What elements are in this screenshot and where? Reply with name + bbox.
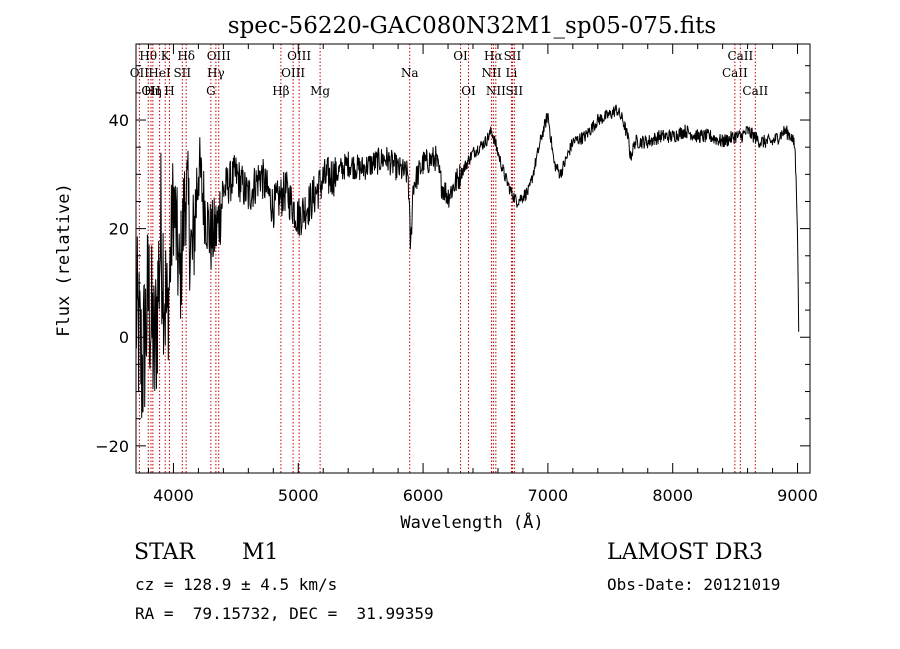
y-axis-label: Flux (relative)	[54, 183, 74, 337]
spectral-line-label-8: Hδ	[177, 49, 195, 63]
y-tick-label-2: 20	[109, 220, 129, 239]
x-tick-label-0: 4000	[153, 486, 194, 505]
spectral-line-label-9: G	[206, 84, 216, 98]
spectral-line-label-22: Li	[506, 66, 518, 80]
spectral-line-label-10: Hγ	[207, 66, 225, 80]
spectral-line-label-21: NII	[486, 84, 506, 98]
plot-area	[135, 104, 800, 418]
spectral-line-label-5: K	[161, 49, 171, 63]
spectral-line-label-16: Na	[401, 66, 419, 80]
x-tick-label-2: 6000	[403, 486, 444, 505]
spectral-line-label-25: CaII	[722, 66, 748, 80]
object-subclass: M1	[242, 540, 279, 565]
spectral-line-label-4: HeI	[148, 66, 171, 80]
coordinates: RA = 79.15732, DEC = 31.99359	[135, 604, 434, 623]
y-tick-label-1: 0	[119, 328, 129, 347]
y-tick-label-0: −20	[95, 437, 129, 456]
chart-title: spec-56220-GAC080N32M1_sp05-075.fits	[228, 13, 716, 39]
object-type: STAR	[134, 540, 195, 565]
spectral-line-label-24: SII	[505, 84, 523, 98]
x-tick-label-1: 5000	[278, 486, 319, 505]
spectral-line-label-17: OI	[453, 49, 468, 63]
spectral-line-label-19: NII	[481, 66, 501, 80]
x-tick-label-5: 9000	[777, 486, 818, 505]
redshift-text: cz = 128.9 ± 4.5 km/s	[135, 575, 338, 594]
x-tick-label-4: 8000	[652, 486, 693, 505]
axis-ticks: 4000 5000 6000 7000 8000 9000 −20 0 20 40	[95, 44, 818, 505]
spectral-line-label-26: CaII	[727, 49, 753, 63]
spectral-line-label-1: Hθ	[139, 49, 157, 63]
y-tick-label-3: 40	[109, 111, 129, 130]
spectral-line-label-13: OIII	[281, 66, 305, 80]
x-axis-label: Wavelength (Å)	[400, 511, 543, 533]
spectral-line-label-12: Hβ	[272, 84, 289, 98]
spectral-line-label-0: OII	[130, 66, 150, 80]
spectral-line-label-18: OI	[461, 84, 476, 98]
plot-frame	[135, 43, 811, 474]
series-spectrum	[135, 104, 800, 418]
spectral-line-label-2: OII	[141, 84, 161, 98]
x-tick-label-3: 7000	[528, 486, 569, 505]
spectral-line-label-20: Hα	[484, 49, 503, 63]
spectral-line-label-7: SII	[173, 66, 191, 80]
spectral-line-label-23: SII	[504, 49, 522, 63]
survey-name: LAMOST DR3	[607, 540, 763, 565]
spectral-line-label-6: H	[164, 84, 174, 98]
spectral-line-label-15: Mg	[310, 84, 330, 98]
spectral-lines-layer: OIIHθOIIHηHeIKHSIIHδGHγOIIIHβOIIIOIIIMgN…	[130, 44, 768, 473]
spectral-line-label-14: OIII	[287, 49, 311, 63]
obs-date: Obs-Date: 20121019	[607, 575, 781, 594]
spectral-line-label-3: Hη	[144, 84, 162, 98]
spectral-line-label-27: CaII	[742, 84, 768, 98]
spectral-line-label-11: OIII	[207, 49, 231, 63]
